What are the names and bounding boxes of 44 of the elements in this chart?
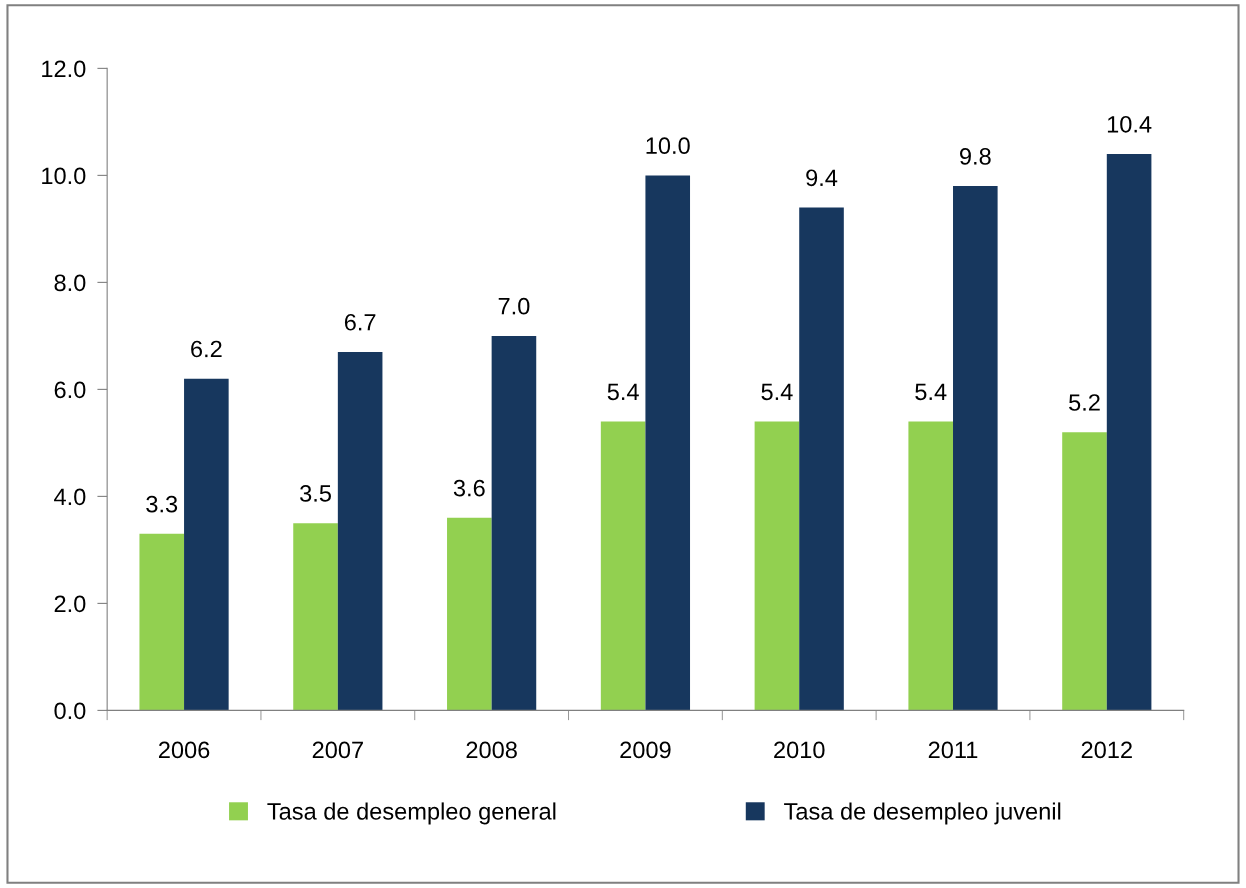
bar (799, 207, 844, 711)
data-label: 7.0 (498, 297, 530, 315)
bar (645, 175, 691, 711)
x-tick-label: 2012 (1081, 741, 1132, 759)
bar (184, 378, 229, 711)
y-tick-label: 12.0 (42, 60, 86, 78)
x-tick-label: 2008 (466, 741, 517, 759)
data-label: 3.6 (453, 479, 485, 497)
bar (908, 421, 954, 711)
data-label: 5.4 (915, 383, 947, 401)
data-label: 10.4 (1107, 115, 1152, 133)
data-label: 5.4 (607, 383, 639, 401)
y-tick-label: 10.0 (42, 167, 86, 185)
bar (754, 421, 800, 711)
bar (139, 533, 185, 711)
data-label: 5.4 (761, 383, 793, 401)
bar (600, 421, 646, 711)
x-tick-label: 2006 (158, 741, 210, 759)
y-tick-label: 2.0 (54, 595, 86, 613)
x-tick-label: 2011 (928, 741, 978, 759)
bar (337, 351, 383, 711)
legend-label: Tasa de desempleo juvenil (784, 802, 1061, 825)
bar (293, 523, 338, 711)
data-label: 6.7 (344, 313, 376, 331)
data-label: 3.5 (300, 485, 331, 502)
y-tick-label: 0.0 (54, 702, 86, 720)
bar (1106, 153, 1152, 711)
x-tick-label: 2010 (774, 741, 825, 759)
data-label: 6.2 (191, 340, 222, 358)
bar (447, 517, 492, 711)
bar (491, 335, 537, 711)
y-tick-label: 6.0 (54, 381, 86, 399)
x-tick-label: 2007 (312, 741, 363, 759)
data-label: 9.8 (960, 148, 991, 165)
data-label: 3.3 (146, 495, 178, 513)
y-tick-label: 4.0 (54, 488, 86, 506)
data-label: 9.4 (806, 169, 838, 187)
x-tick-label: 2009 (620, 741, 671, 759)
y-tick-label: 8.0 (54, 274, 86, 292)
data-label: 5.2 (1069, 394, 1100, 411)
bar (953, 186, 998, 711)
data-label: 10.0 (646, 137, 690, 155)
legend-label: Tasa de desempleo general (267, 802, 556, 825)
bar (1062, 432, 1107, 711)
